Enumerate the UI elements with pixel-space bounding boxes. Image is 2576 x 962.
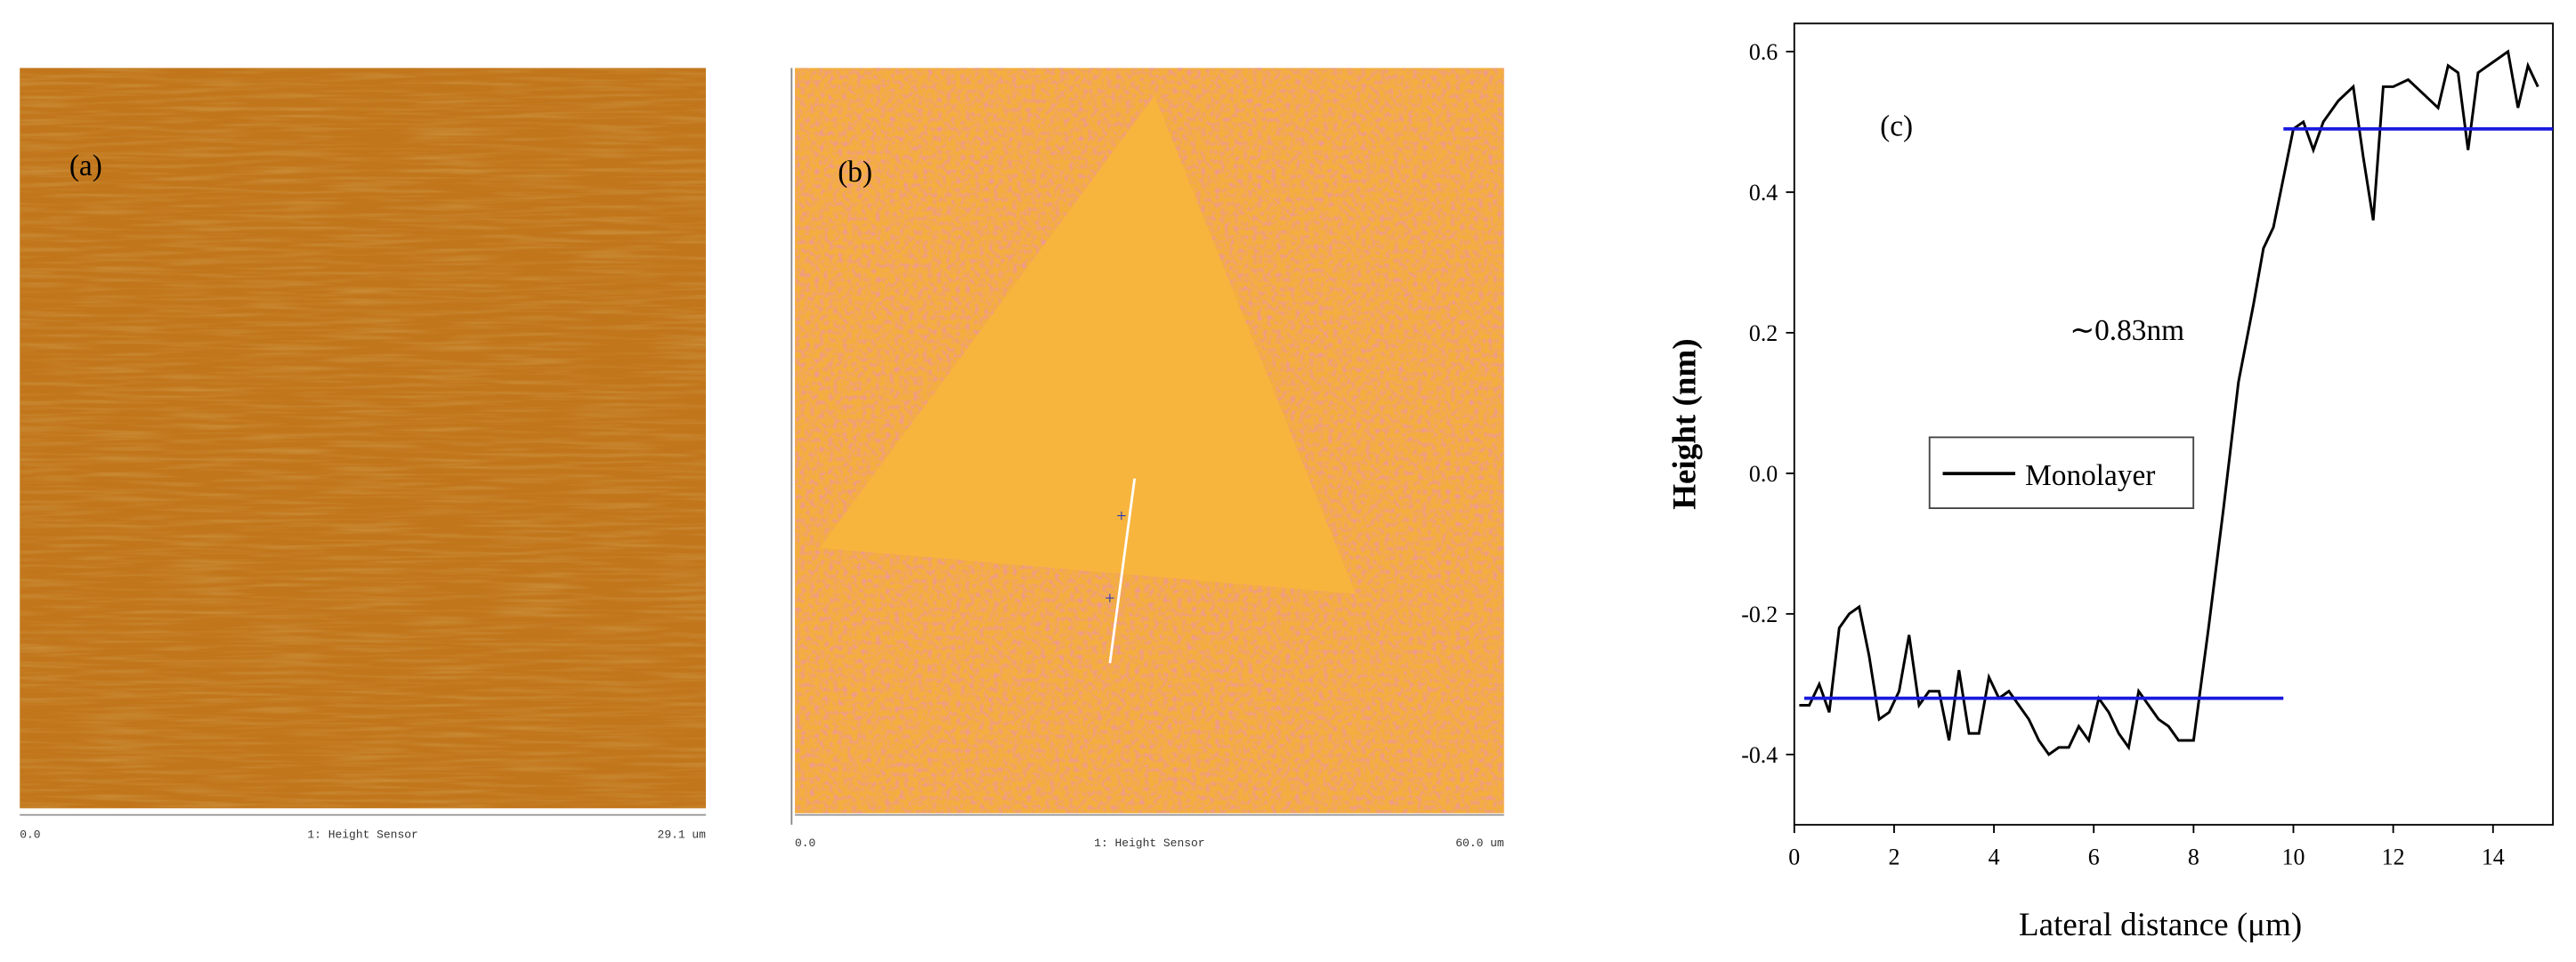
profile-line (1108, 478, 1137, 664)
scale-title: 1: Height Sensor (1094, 837, 1204, 850)
scale-end: 29.1 um (658, 829, 707, 842)
y-tick-label: -0.4 (1741, 742, 1778, 768)
annotation: ∼0.83nm (2070, 314, 2184, 347)
x-axis-label: Lateral distance (μm) (2019, 907, 2302, 943)
scale-title: 1: Height Sensor (307, 829, 417, 842)
x-tick-label: 14 (2482, 844, 2505, 869)
x-tick-label: 2 (1888, 844, 1900, 869)
panel-label: (a) (69, 150, 102, 182)
x-tick-label: 8 (2188, 844, 2199, 869)
scale-end: 60.0 um (1455, 837, 1504, 850)
scale-start: 0.0 (795, 837, 815, 850)
panel-label: (c) (1880, 109, 1913, 142)
panel-label: (b) (838, 156, 872, 189)
x-tick-label: 4 (1989, 844, 2000, 869)
cursor: + (1105, 589, 1115, 609)
afm-texture-a (20, 68, 706, 809)
legend-entry: Monolayer (2025, 459, 2155, 492)
x-tick-label: 0 (1788, 844, 1800, 869)
y-tick-label: 0.0 (1749, 461, 1778, 487)
x-tick-label: 10 (2282, 844, 2305, 869)
plot-frame (1793, 22, 2554, 826)
cursor: + (1116, 506, 1126, 526)
data-line (1799, 49, 2540, 756)
y-tick-label: 0.2 (1749, 320, 1778, 346)
y-tick-label: 0.6 (1749, 39, 1778, 65)
triangle-flake (819, 95, 1356, 594)
x-tick-label: 12 (2382, 844, 2405, 869)
x-tick-label: 6 (2088, 844, 2100, 869)
y-tick-label: -0.2 (1741, 602, 1778, 627)
y-tick-label: 0.4 (1749, 180, 1778, 206)
scale-start: 0.0 (20, 829, 40, 842)
y-axis-label: Height (nm) (1667, 338, 1704, 509)
